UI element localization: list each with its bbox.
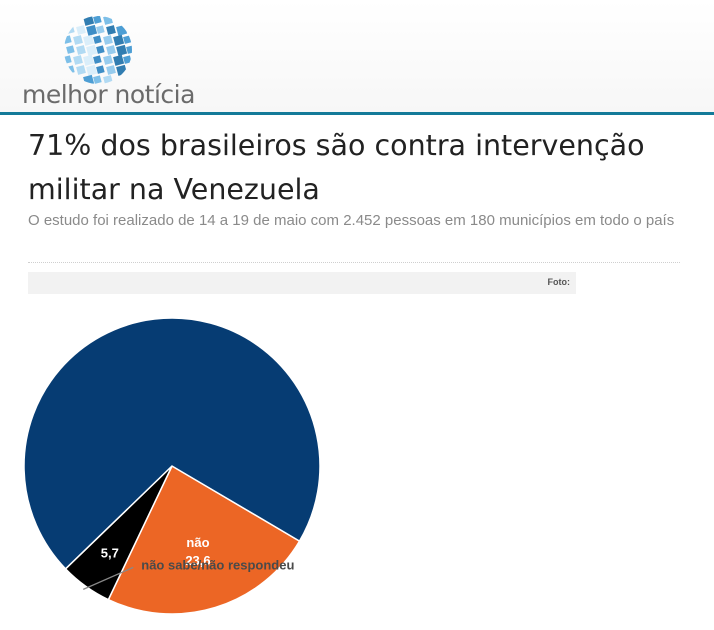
slice-value-nao: 23,6 <box>185 553 210 568</box>
site-logo-text[interactable]: melhor notícia <box>22 80 195 109</box>
callout-leader-line <box>82 566 134 591</box>
photo-credit-label: Foto: <box>547 277 571 287</box>
slice-value-nao-sabe: 5,7 <box>101 546 119 561</box>
slice-sim <box>23 317 321 570</box>
article-title: 71% dos brasileiros são contra intervenç… <box>28 129 645 206</box>
globe-mosaic-icon[interactable] <box>60 12 136 88</box>
divider <box>28 262 680 263</box>
article-subtitle: O estudo foi realizado de 14 a 19 de mai… <box>28 212 675 229</box>
photo-credit-bar: Foto: <box>28 272 576 294</box>
site-header: melhor notícia <box>0 0 714 115</box>
slice-label-nao: não <box>186 535 209 550</box>
slice-value-sim: 70,7 <box>146 300 171 308</box>
slice-label-nao-sabe: não sabe/não respondeu <box>141 557 294 572</box>
slice-nao <box>107 464 301 615</box>
